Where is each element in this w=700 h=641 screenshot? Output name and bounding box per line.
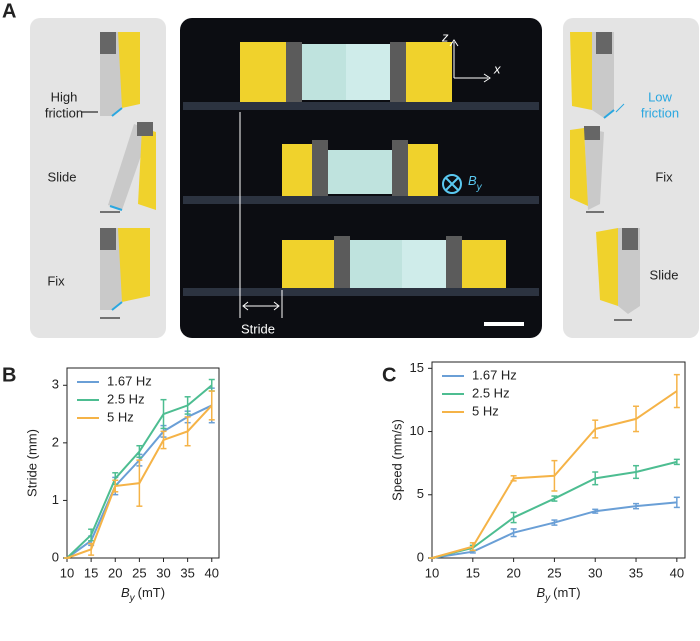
x-tick-label: 10 (425, 565, 439, 580)
x-tick-label: 35 (180, 565, 194, 580)
y-tick-label: 0 (417, 549, 424, 564)
error-bar (136, 444, 143, 458)
stride-label: Stride (241, 321, 275, 336)
error-bar (592, 508, 599, 514)
label: friction (45, 105, 83, 120)
error-bar (673, 458, 680, 466)
y-tick-label: 5 (417, 486, 424, 501)
legend-label: 5 Hz (472, 403, 499, 418)
error-bar (160, 430, 167, 450)
field-label: By (468, 173, 483, 192)
x-tick-label: 40 (670, 565, 684, 580)
x-tick-label: 25 (547, 565, 561, 580)
label: Low (648, 89, 672, 104)
label: Slide (650, 267, 679, 282)
y-tick-label: 10 (410, 423, 424, 438)
error-bar (551, 495, 558, 502)
panel-letter: A (2, 0, 16, 22)
error-bar (112, 479, 119, 493)
error-bar (136, 459, 143, 507)
legend-label: 1.67 Hz (472, 367, 517, 382)
label: Fix (47, 273, 65, 288)
y-axis-label: Stride (mm) (24, 429, 39, 497)
x-axis-label: By (mT) (536, 585, 580, 603)
x-tick-label: 10 (60, 565, 74, 580)
error-bar (633, 502, 640, 510)
label: High (51, 89, 78, 104)
panel-letter: B (2, 364, 16, 386)
error-bar (633, 464, 640, 480)
label: friction (641, 105, 679, 120)
x-label-symbol: B (121, 585, 130, 600)
x-label-subscript: y (544, 593, 551, 604)
error-bar (551, 459, 558, 492)
error-bar (88, 542, 95, 556)
plot-frame (431, 361, 686, 559)
error-bar (551, 519, 558, 526)
label: Slide (48, 169, 77, 184)
field-subscript: y (476, 182, 483, 193)
error-bar (673, 496, 680, 509)
x-label-unit: (mT) (553, 585, 580, 600)
legend-label: 1.67 Hz (107, 373, 152, 388)
leg-illustration (82, 32, 156, 319)
field-symbol: B (468, 173, 477, 188)
y-tick-label: 2 (52, 434, 59, 449)
x-tick-label: 15 (84, 565, 98, 580)
legend-label: 5 Hz (107, 409, 134, 424)
plot-frame (66, 367, 220, 559)
leg-illustration (570, 32, 640, 321)
x-axis-label: By (mT) (121, 585, 165, 603)
error-bar (184, 416, 191, 447)
error-bar (469, 542, 476, 552)
error-bar (592, 419, 599, 439)
axis-label: z (441, 29, 449, 44)
x-tick-label: 30 (156, 565, 170, 580)
x-tick-label: 20 (506, 565, 520, 580)
error-bar (160, 398, 167, 430)
y-axis-label: Speed (mm/s) (389, 419, 404, 501)
error-bar (633, 405, 640, 433)
y-tick-label: 3 (52, 377, 59, 392)
x-label-symbol: B (536, 585, 545, 600)
legend-label: 2.5 Hz (472, 385, 510, 400)
y-tick-label: 0 (52, 549, 59, 564)
x-tick-label: 20 (108, 565, 122, 580)
x-label-unit: (mT) (138, 585, 165, 600)
error-bar (592, 471, 599, 486)
label: Fix (655, 169, 673, 184)
legend-label: 2.5 Hz (107, 391, 145, 406)
x-tick-label: 35 (629, 565, 643, 580)
x-tick-label: 40 (205, 565, 219, 580)
error-bar (510, 511, 517, 524)
x-label-subscript: y (129, 593, 136, 604)
x-tick-label: 30 (588, 565, 602, 580)
robot-illustration (183, 39, 539, 326)
y-tick-label: 15 (410, 360, 424, 375)
error-bar (184, 396, 191, 415)
error-bar (88, 528, 95, 542)
error-bar (510, 475, 517, 482)
x-tick-label: 15 (466, 565, 480, 580)
axis-label: x (493, 61, 501, 76)
x-tick-label: 25 (132, 565, 146, 580)
y-tick-label: 1 (52, 492, 59, 507)
error-bar (673, 373, 680, 409)
panel-letter: C (382, 364, 396, 386)
error-bar (208, 378, 215, 392)
error-bar (208, 390, 215, 421)
error-bar (510, 528, 517, 538)
